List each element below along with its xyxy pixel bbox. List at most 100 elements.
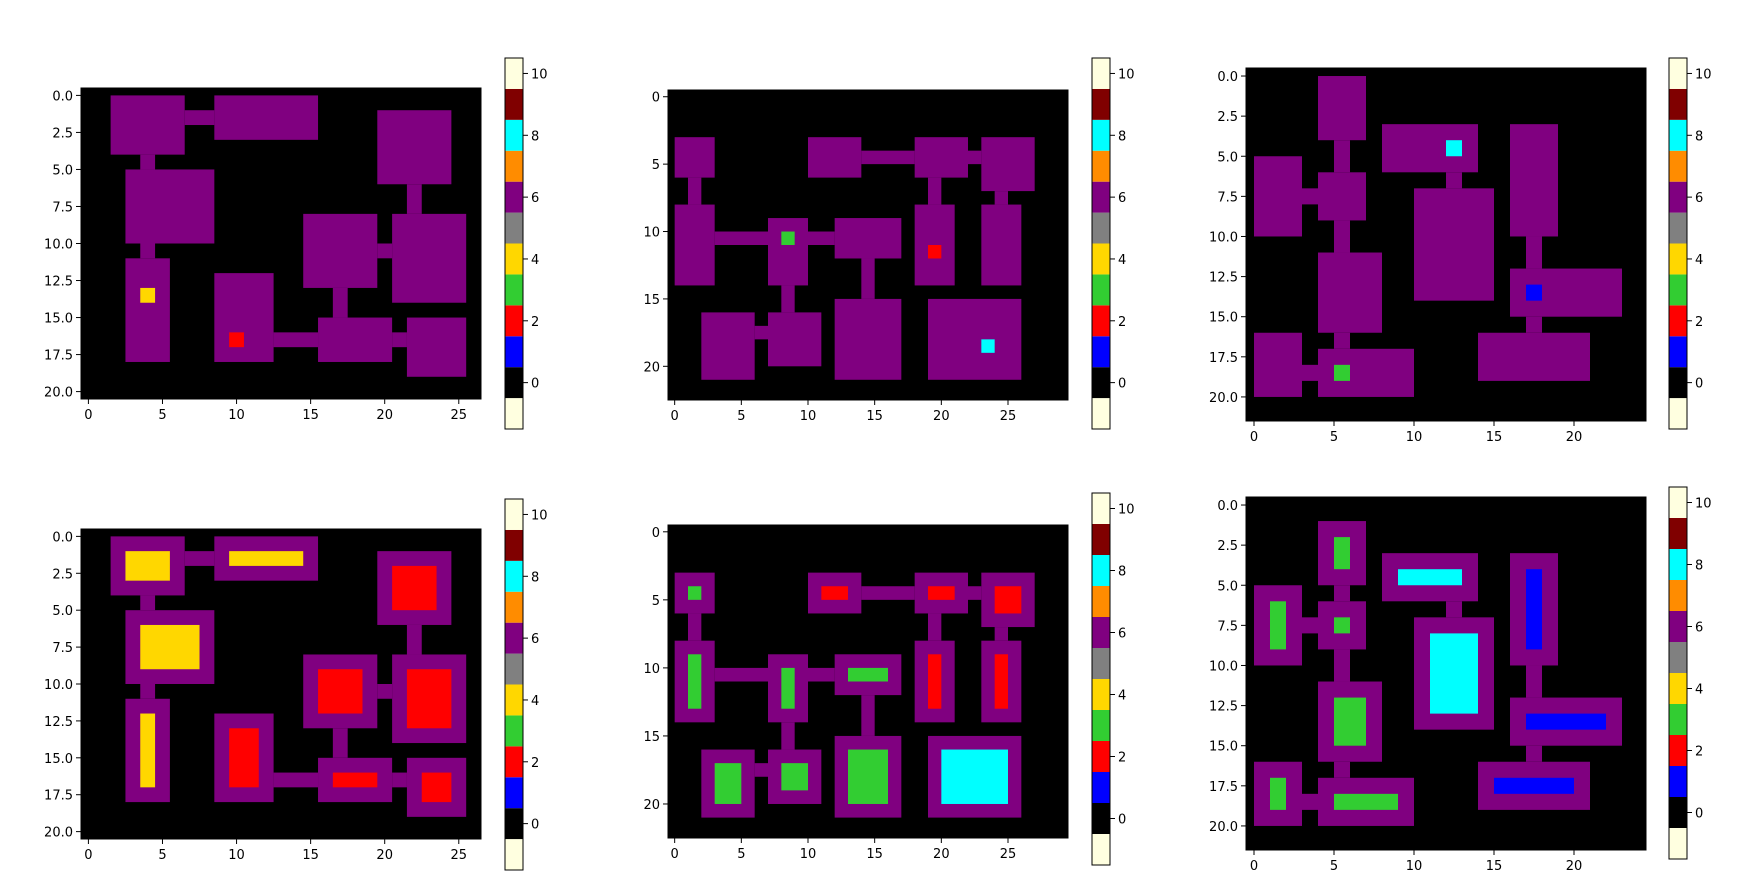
x-tick-label: 20 bbox=[1566, 430, 1583, 445]
x-tick-label: 15 bbox=[866, 409, 883, 424]
y-tick-label: 12.5 bbox=[1209, 271, 1238, 286]
corridor bbox=[928, 177, 942, 205]
colorbar-segment bbox=[505, 653, 523, 685]
x-tick-label: 0 bbox=[84, 408, 92, 423]
colorbar-frame bbox=[1668, 486, 1688, 860]
corridor bbox=[406, 624, 422, 655]
x-tick-label: 15 bbox=[1486, 859, 1503, 874]
colorbar-segment bbox=[1669, 398, 1687, 429]
colorbar-tick-label: 2 bbox=[1695, 745, 1703, 760]
x-tick-label: 15 bbox=[302, 408, 319, 423]
y-tick-label: 5.0 bbox=[52, 163, 73, 178]
x-tick-label: 5 bbox=[158, 848, 166, 863]
colorbar: 0 2 4 6 8 10 bbox=[1668, 486, 1712, 860]
corridor bbox=[1446, 172, 1462, 189]
feature-cell bbox=[1334, 537, 1350, 570]
x-tick-label: 5 bbox=[737, 409, 745, 424]
colorbar-tick-label: 4 bbox=[1118, 253, 1126, 268]
corridor bbox=[140, 684, 156, 699]
corridor bbox=[714, 231, 768, 245]
x-tick-label: 25 bbox=[1000, 409, 1017, 424]
subplot-4: 0 5 10 15 20 250.02.55.07.510.012.515.017.520… bbox=[44, 498, 548, 871]
corridor bbox=[861, 150, 915, 165]
colorbar-frame bbox=[1668, 57, 1688, 430]
corridor bbox=[1526, 316, 1542, 333]
x-tick-label: 0 bbox=[84, 848, 92, 863]
feature-cell bbox=[332, 772, 378, 788]
colorbar-tick-label: 2 bbox=[531, 315, 539, 330]
colorbar: 0 2 4 6 8 10 bbox=[504, 498, 548, 871]
colorbar-tick-label: 2 bbox=[1695, 315, 1703, 330]
x-tick-label: 20 bbox=[1566, 859, 1583, 874]
y-tick-label: 10 bbox=[643, 662, 660, 677]
colorbar-tick-label: 0 bbox=[1695, 807, 1703, 822]
colorbar-segment bbox=[1669, 487, 1687, 518]
room bbox=[1254, 332, 1302, 397]
axes-frame bbox=[667, 89, 1069, 401]
subplot-6: 0 5 10 15 200.02.55.07.510.012.515.017.520.0… bbox=[1209, 486, 1712, 874]
corridor bbox=[861, 586, 915, 600]
corridor bbox=[861, 695, 875, 736]
feature-cell bbox=[928, 654, 942, 709]
colorbar-tick-label: 10 bbox=[531, 508, 548, 523]
corridor bbox=[140, 243, 156, 259]
y-tick-label: 5 bbox=[652, 158, 660, 173]
colorbar-segment bbox=[1669, 797, 1687, 828]
feature-cell bbox=[781, 667, 795, 709]
colorbar-segment bbox=[1669, 88, 1687, 120]
room bbox=[674, 204, 715, 286]
colorbar-frame bbox=[504, 57, 524, 430]
corridor bbox=[377, 243, 393, 259]
y-tick-label: 0.0 bbox=[1217, 70, 1238, 85]
corridor bbox=[1526, 665, 1542, 698]
room bbox=[318, 317, 393, 362]
colorbar-tick-label: 6 bbox=[1695, 191, 1703, 206]
x-tick-label: 15 bbox=[866, 847, 883, 862]
corridor bbox=[1334, 761, 1350, 778]
x-tick-label: 25 bbox=[1000, 847, 1017, 862]
feature-cell bbox=[1526, 569, 1542, 650]
x-tick-label: 5 bbox=[737, 847, 745, 862]
colorbar-segment bbox=[1669, 274, 1687, 306]
colorbar-segment bbox=[1092, 150, 1110, 182]
y-tick-label: 12.5 bbox=[44, 715, 73, 730]
y-tick-label: 17.5 bbox=[44, 789, 73, 804]
feature-cell bbox=[1430, 633, 1478, 714]
y-tick-label: 15.0 bbox=[1209, 740, 1238, 755]
colorbar-segment bbox=[1092, 586, 1110, 617]
colorbar-segment bbox=[1092, 181, 1110, 213]
y-tick-label: 7.5 bbox=[52, 641, 73, 656]
colorbar: 0 2 4 6 8 10 bbox=[504, 57, 548, 430]
y-tick-label: 20.0 bbox=[44, 386, 73, 401]
x-tick-label: 10 bbox=[228, 848, 245, 863]
room bbox=[1318, 76, 1366, 141]
y-tick-label: 2.5 bbox=[1217, 110, 1238, 125]
room bbox=[1318, 348, 1414, 397]
colorbar-tick-label: 8 bbox=[1118, 129, 1126, 144]
y-tick-label: 0.0 bbox=[52, 530, 73, 545]
corridor bbox=[808, 231, 835, 245]
room bbox=[1318, 172, 1366, 221]
room bbox=[110, 95, 185, 155]
colorbar-segment bbox=[1092, 617, 1110, 648]
subplot-2: 0 5 10 15 20 25 0 5 10 15 20 0 2 4 6 8 10 bbox=[643, 57, 1135, 430]
room bbox=[768, 218, 808, 286]
y-tick-label: 12.5 bbox=[44, 275, 73, 290]
colorbar-tick-label: 2 bbox=[531, 756, 539, 771]
corridor bbox=[1334, 649, 1350, 682]
feature-cell bbox=[1526, 713, 1606, 730]
room bbox=[1510, 124, 1558, 237]
feature-cell bbox=[229, 332, 244, 348]
colorbar-tick-label: 8 bbox=[531, 129, 539, 144]
corridor bbox=[1302, 188, 1318, 205]
colorbar-segment bbox=[505, 777, 523, 809]
x-tick-label: 10 bbox=[1406, 430, 1423, 445]
room bbox=[674, 137, 715, 178]
corridor bbox=[140, 595, 156, 611]
colorbar-tick-label: 4 bbox=[531, 694, 539, 709]
y-tick-label: 2.5 bbox=[52, 126, 73, 141]
corridor bbox=[1302, 364, 1318, 381]
room bbox=[1478, 332, 1590, 381]
room bbox=[214, 273, 274, 362]
corridor bbox=[406, 184, 422, 214]
